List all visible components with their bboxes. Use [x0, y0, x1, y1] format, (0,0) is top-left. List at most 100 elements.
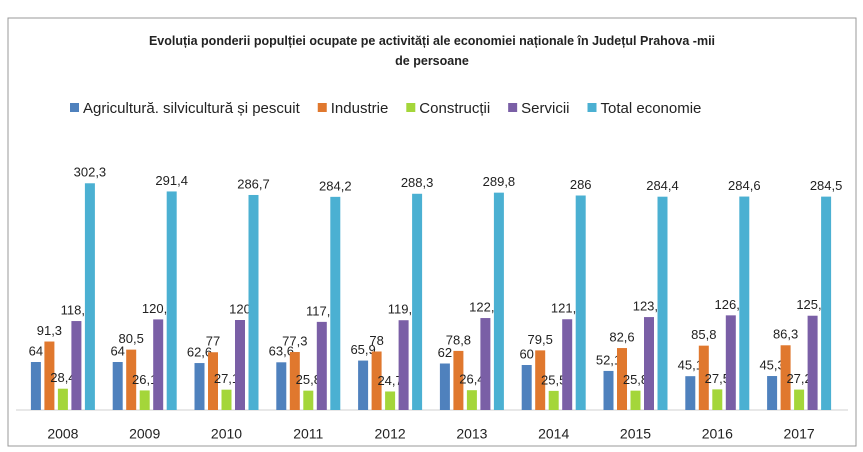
bar — [698, 345, 709, 410]
bar — [807, 315, 818, 410]
bar — [139, 390, 150, 410]
data-label: 65,9 — [350, 342, 375, 357]
data-label: 78 — [369, 333, 383, 348]
bar — [303, 390, 314, 410]
data-label: 26,4 — [459, 372, 484, 387]
legend-label: Servicii — [521, 100, 569, 117]
bar — [644, 317, 654, 410]
data-label: 118,6 — [61, 302, 93, 317]
bar — [126, 349, 137, 410]
data-label: 45,3 — [759, 357, 784, 372]
data-label: 80,5 — [119, 331, 144, 346]
bar — [276, 362, 287, 410]
bar — [630, 390, 641, 410]
data-label: 284,2 — [319, 178, 352, 193]
data-label: 86,3 — [773, 327, 798, 342]
data-label: 291,4 — [155, 173, 188, 188]
bar — [398, 320, 409, 410]
data-label: 120 — [229, 301, 251, 316]
bar — [453, 350, 464, 410]
bar — [57, 388, 68, 410]
legend-swatch — [406, 103, 416, 112]
bar — [657, 196, 668, 410]
x-tick-label: 2017 — [784, 426, 815, 442]
legend-swatch — [317, 103, 327, 112]
bar — [603, 370, 614, 410]
bar — [617, 348, 627, 410]
legend-label: Agricultură. silvicultură și pescuit — [83, 100, 301, 117]
data-label: 286,7 — [237, 176, 270, 191]
chart-title: Evoluția ponderii populției ocupate pe a… — [149, 34, 715, 68]
data-label: 25,8 — [623, 372, 648, 387]
data-label: 28,4 — [50, 370, 75, 385]
bar — [208, 352, 218, 410]
data-label: 52,1 — [596, 352, 621, 367]
bar — [44, 341, 55, 410]
bar — [439, 363, 450, 410]
x-tick-label: 2008 — [47, 426, 78, 442]
data-label: 79,5 — [528, 332, 553, 347]
bar — [535, 350, 546, 410]
bar — [358, 360, 369, 410]
bar — [385, 391, 396, 410]
legend-label: Total economie — [601, 100, 702, 117]
data-label: 120,8 — [142, 301, 175, 316]
data-label: 45,1 — [678, 358, 703, 373]
bar — [194, 363, 205, 410]
data-label: 27,1 — [214, 371, 239, 386]
legend-label: Industrie — [331, 100, 389, 117]
bar — [725, 315, 736, 410]
data-label: 60 — [519, 346, 533, 361]
data-label: 64 — [110, 343, 124, 358]
data-label: 288,3 — [401, 175, 434, 190]
bar — [575, 195, 586, 410]
legend-label: Construcții — [419, 100, 490, 117]
legend-swatch — [508, 103, 518, 112]
data-label: 91,3 — [37, 323, 62, 338]
bar — [521, 365, 532, 410]
bar — [821, 196, 832, 410]
data-label: 302,3 — [74, 165, 107, 180]
bar — [112, 362, 123, 410]
data-label: 123,9 — [633, 299, 666, 314]
data-label: 121,0 — [551, 301, 584, 316]
data-label: 78,8 — [446, 332, 471, 347]
legend-swatch — [70, 103, 79, 112]
data-label: 62,6 — [187, 344, 212, 359]
bar — [153, 319, 164, 410]
bar — [480, 318, 491, 410]
data-label: 284,5 — [810, 178, 843, 193]
bar — [316, 321, 327, 410]
bar — [84, 183, 95, 410]
bar — [780, 345, 791, 410]
data-label: 119,7 — [388, 302, 420, 317]
bar — [248, 194, 259, 410]
bar — [289, 352, 300, 410]
data-label: 63,6 — [269, 344, 294, 359]
bar — [330, 196, 341, 410]
x-tick-label: 2016 — [702, 426, 733, 442]
data-label: 27,5 — [705, 371, 730, 386]
bar — [767, 376, 778, 410]
data-label: 117,5 — [306, 303, 338, 318]
data-label: 24,7 — [377, 373, 402, 388]
bar — [412, 193, 423, 410]
data-label: 82,6 — [609, 329, 634, 344]
data-label: 64 — [29, 343, 43, 358]
data-label: 284,6 — [728, 178, 761, 193]
data-label: 26,1 — [132, 372, 157, 387]
data-label: 126,2 — [715, 297, 748, 312]
bar — [30, 362, 41, 410]
bar — [221, 389, 232, 410]
x-tick-label: 2015 — [620, 426, 651, 442]
data-label: 62 — [438, 345, 452, 360]
x-tick-label: 2010 — [211, 426, 242, 442]
data-label: 125,7 — [796, 297, 829, 312]
data-label: 284,4 — [646, 178, 679, 193]
bar — [371, 351, 382, 410]
bar — [466, 390, 477, 410]
bar — [235, 320, 245, 410]
data-label: 85,8 — [691, 327, 716, 342]
bar — [493, 192, 504, 410]
